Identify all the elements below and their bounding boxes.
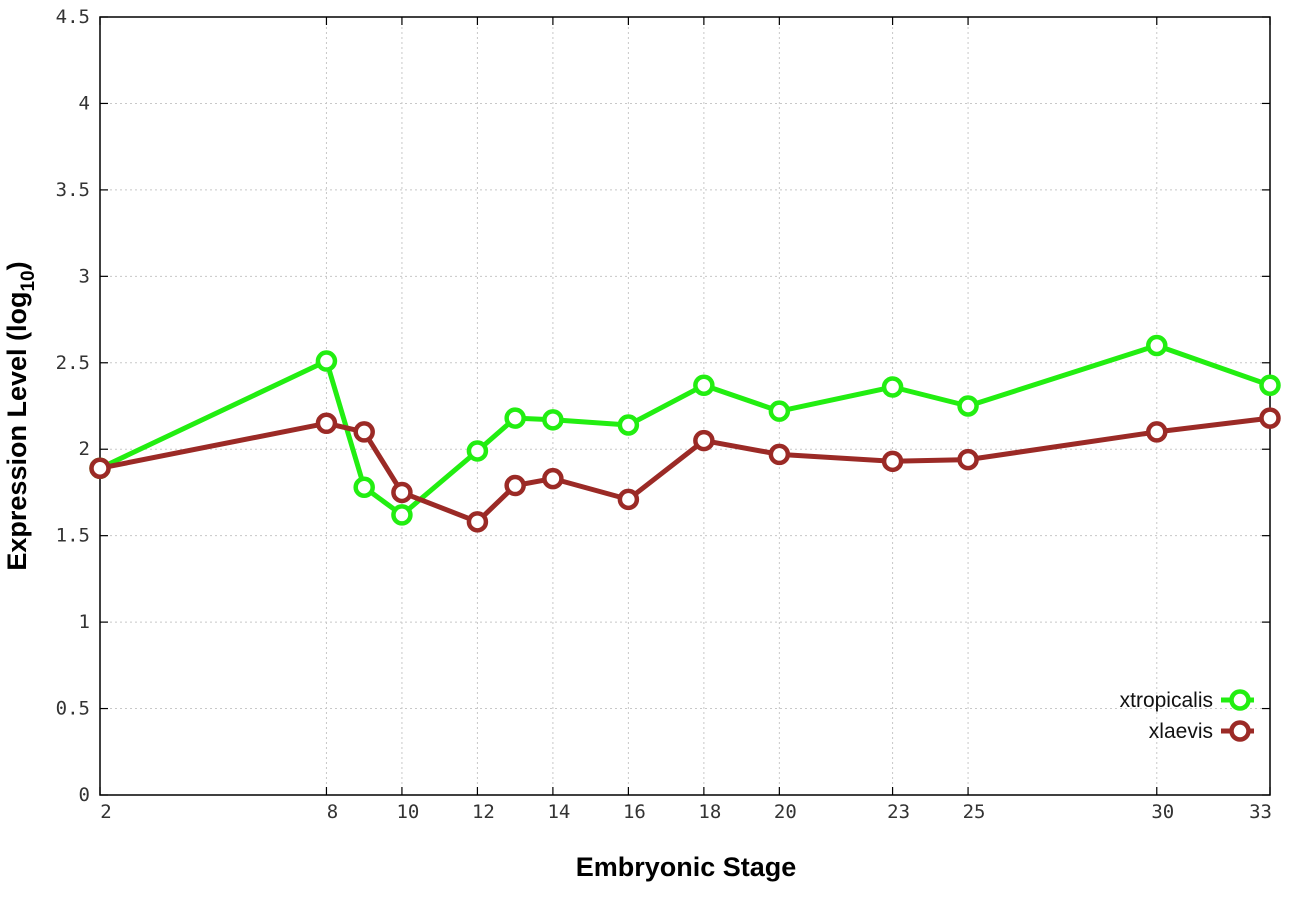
x-tick-label: 25 [963,801,986,823]
y-tick-label: 1 [79,611,90,633]
data-point-xlaevis [466,511,489,533]
x-tick-label: 23 [887,801,910,823]
series-line-xlaevis [99,415,1271,525]
data-point-xtropicalis [957,395,979,417]
y-tick-label: 3 [79,265,90,287]
data-point-xlaevis [542,467,564,490]
y-tick-label: 0 [79,784,90,806]
legend-label-xtropicalis: xtropicalis [1120,689,1213,712]
data-point-xtropicalis [693,374,715,397]
grid [100,17,1270,795]
series-xtropicalis [89,334,1281,526]
series-xlaevis [89,407,1281,533]
x-tick-label: 33 [1249,801,1272,823]
data-point-xtropicalis [1259,374,1281,397]
x-tick-label: 20 [774,801,797,823]
series-layer [89,334,1281,533]
x-tick-label: 18 [698,801,721,823]
data-point-xtropicalis [768,400,791,422]
data-point-xtropicalis [353,476,375,499]
y-axis-title-subscript: 10 [18,270,39,291]
axis-ticks: 0 0.5 1 1.5 2 2.5 3 3.5 4 4.5 2 8 10 12 14 16 18 20 23 25 30… [56,6,1272,823]
data-point-xlaevis [693,429,715,452]
data-point-xtropicalis [542,409,564,431]
data-point-xlaevis [391,481,413,504]
data-point-xlaevis [315,412,338,435]
y-axis-title: Expression Level (log10) [2,261,39,570]
x-tick-label: 2 [100,801,111,823]
x-axis-title: Embryonic Stage [576,852,797,882]
y-axis-title-close: ) [2,261,32,270]
data-point-xtropicalis [466,440,489,462]
y-tick-label: 0.5 [56,698,90,720]
data-point-xlaevis [957,448,979,471]
plot-frame [99,16,1271,796]
x-tick-label: 8 [327,801,338,823]
y-tick-label: 3.5 [56,179,90,201]
data-point-xtropicalis [881,376,904,398]
data-point-xtropicalis [1146,334,1168,357]
data-point-xtropicalis [391,504,413,526]
x-tick-label: 10 [396,801,419,823]
y-tick-label: 1.5 [56,525,90,547]
y-axis-title-main: Expression Level (log [2,292,32,571]
legend-marker-xtropicalis [1229,689,1251,711]
y-tick-label: 2.5 [56,352,90,374]
data-point-xtropicalis [504,407,526,429]
data-point-xlaevis [881,450,904,473]
series-line-xtropicalis [98,343,1271,518]
x-tick-label: 16 [623,801,646,823]
y-tick-label: 4.5 [56,6,90,28]
data-point-xlaevis [353,421,375,443]
data-point-xlaevis [1259,407,1281,429]
data-point-xtropicalis [315,350,338,372]
legend-label-xlaevis: xlaevis [1149,720,1213,743]
y-tick-label: 4 [79,92,90,114]
y-tick-label: 2 [79,438,90,460]
legend-marker-xlaevis [1229,720,1251,742]
x-tick-label: 30 [1151,801,1174,823]
data-point-xlaevis [617,488,640,511]
data-point-xlaevis [768,443,791,466]
data-point-xtropicalis [617,414,640,436]
x-tick-label: 12 [472,801,495,823]
data-point-xlaevis [1146,421,1168,443]
data-point-xlaevis [504,474,526,497]
x-tick-label: 14 [547,801,570,823]
data-point-xlaevis [89,457,111,479]
legend: xtropicalis xlaevis [1120,689,1254,743]
